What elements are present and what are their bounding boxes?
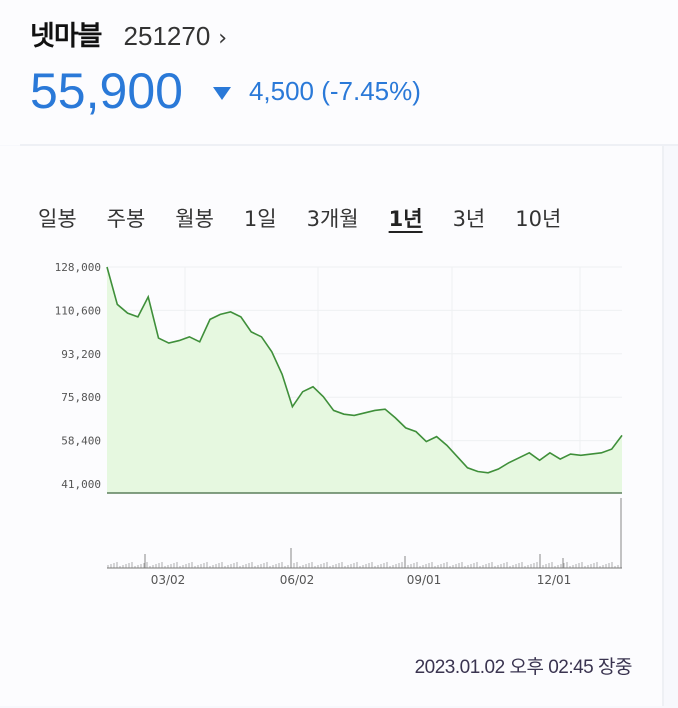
down-triangle-icon bbox=[212, 86, 231, 100]
tab-3months[interactable]: 3개월 bbox=[306, 207, 359, 231]
price-line bbox=[106, 266, 623, 474]
header-divider bbox=[20, 144, 678, 146]
tab-3years[interactable]: 3년 bbox=[452, 207, 486, 231]
price-change: 4,500 (-7.45%) bbox=[248, 75, 421, 106]
stock-name: 넷마블 bbox=[30, 21, 103, 52]
svg-text:12/01: 12/01 bbox=[537, 573, 572, 587]
stock-header: 넷마블 251270 › 55,900 4,500 (-7.45%) bbox=[0, 0, 678, 145]
svg-text:41,000: 41,000 bbox=[61, 478, 101, 491]
svg-text:03/02: 03/02 bbox=[151, 573, 186, 587]
period-tabs: 일봉 주봉 월봉 1일 3개월 1년 3년 10년 bbox=[38, 203, 591, 233]
stock-code-link[interactable]: 251270 bbox=[123, 21, 211, 51]
tab-10years[interactable]: 10년 bbox=[515, 207, 562, 231]
chevron-right-icon[interactable]: › bbox=[218, 26, 228, 51]
svg-text:58,400: 58,400 bbox=[61, 435, 101, 448]
tab-weekly[interactable]: 주봉 bbox=[106, 207, 146, 231]
svg-text:06/02: 06/02 bbox=[280, 573, 315, 587]
svg-text:09/01: 09/01 bbox=[407, 573, 442, 587]
price-chart[interactable]: 128,000 110,600 93,200 75,800 58,400 41,000 0… bbox=[0, 250, 678, 600]
y-axis-labels: 128,000 110,600 93,200 75,800 58,400 41,000 bbox=[55, 261, 101, 491]
svg-text:75,800: 75,800 bbox=[61, 391, 101, 404]
tab-daily[interactable]: 일봉 bbox=[38, 207, 77, 231]
current-price: 55,900 bbox=[30, 63, 183, 119]
x-axis-labels: 03/02 06/02 09/01 12/01 bbox=[151, 573, 572, 587]
title-row: 넷마블 251270 › bbox=[30, 14, 227, 53]
svg-text:128,000: 128,000 bbox=[55, 261, 101, 274]
svg-text:93,200: 93,200 bbox=[61, 348, 101, 361]
tab-1year[interactable]: 1년 bbox=[388, 207, 423, 231]
svg-text:110,600: 110,600 bbox=[55, 304, 101, 317]
price-row: 55,900 4,500 (-7.45%) bbox=[30, 62, 421, 120]
tab-1day[interactable]: 1일 bbox=[243, 207, 277, 231]
price-area-fill bbox=[107, 267, 622, 493]
volume-bars bbox=[107, 498, 622, 568]
tab-monthly[interactable]: 월봉 bbox=[175, 207, 214, 231]
timestamp: 2023.01.02 오후 02:45 장중 bbox=[414, 657, 633, 678]
